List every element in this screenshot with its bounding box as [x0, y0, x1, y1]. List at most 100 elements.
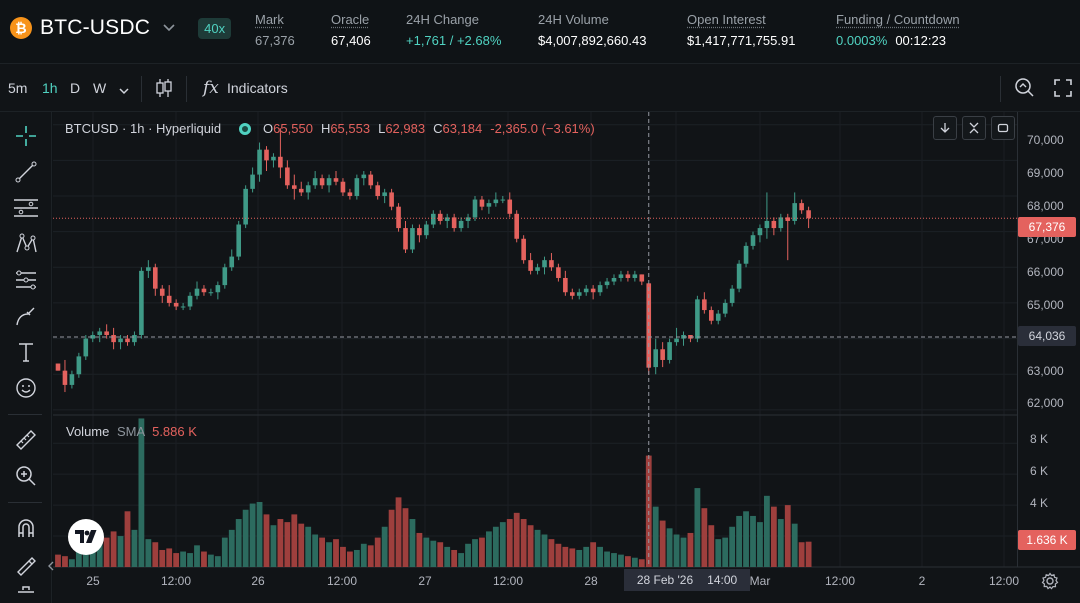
stat-label[interactable]: Open Interest [687, 12, 766, 27]
timeframe-1h[interactable]: 1h [42, 80, 58, 96]
stat-oracle: Oracle 67,406 [331, 12, 371, 48]
stat-funding: Funding / Countdown 0.0003% 00:12:23 [836, 12, 960, 48]
trend-line-tool-icon[interactable] [10, 156, 42, 188]
chart-toolbar: 5m 1h D W fx Indicators [0, 64, 1080, 112]
price-axis-border [1017, 112, 1018, 567]
scroll-down-icon[interactable] [933, 116, 957, 140]
chart-pane[interactable] [53, 112, 1080, 603]
candles-icon[interactable] [154, 77, 174, 104]
stat-value: 67,406 [331, 33, 371, 48]
horizontal-lines-tool-icon[interactable] [10, 192, 42, 224]
time-tick: 2 [918, 574, 926, 588]
volume-sma-value: 5.886 K [152, 424, 197, 439]
fib-tool-icon[interactable] [10, 264, 42, 296]
legend-l-label: L [378, 121, 386, 136]
brush-tool-icon[interactable] [10, 300, 42, 332]
market-header: ₿ BTC-USDC 40x Mark 67,376 Oracle 67,406… [0, 0, 1080, 64]
volume-tick: 6 K [1030, 464, 1049, 478]
magnet-icon[interactable] [10, 512, 42, 544]
funding-rate: 0.0003% [836, 33, 888, 48]
stat-mark: Mark 67,376 [255, 12, 295, 48]
chevron-down-icon[interactable] [162, 20, 176, 36]
legend-c-label: C [433, 121, 443, 136]
pair-selector[interactable]: ₿ BTC-USDC 40x [10, 16, 232, 40]
last-price-tag: 67,376 [1018, 217, 1076, 237]
market-status-dot [239, 123, 252, 135]
collapse-icon[interactable] [962, 116, 986, 140]
timeframe-5m[interactable]: 5m [8, 80, 28, 96]
volume-legend: Volume SMA 5.886 K [66, 424, 197, 439]
leverage-badge[interactable]: 40x [198, 17, 232, 39]
timeframe-w[interactable]: W [93, 80, 107, 96]
time-tick: 12:00 [326, 574, 358, 588]
timeframe-d[interactable]: D [70, 80, 81, 96]
time-tick: 28 [584, 574, 598, 588]
price-tick: 63,000 [1027, 364, 1064, 378]
fullscreen-icon[interactable] [1053, 78, 1073, 103]
time-tick: 26 [251, 574, 265, 588]
time-tick: 12:00 [160, 574, 192, 588]
screenshot-icon[interactable] [1013, 76, 1035, 103]
indicators-fx-icon[interactable]: fx [203, 78, 219, 98]
time-tick: Mar [749, 574, 771, 588]
text-tool-icon[interactable] [10, 336, 42, 368]
volume-label: Volume [66, 424, 110, 439]
stat-label: 24H Volume [538, 12, 609, 27]
timeframe-chevron-icon[interactable] [118, 83, 130, 101]
time-tick: 12:00 [824, 574, 856, 588]
time-tick: 25 [86, 574, 100, 588]
time-tick: 27 [418, 574, 432, 588]
legend-o-label: O [263, 121, 274, 136]
stat-label[interactable]: Funding / Countdown [836, 12, 960, 27]
crosshair-tool-icon[interactable] [10, 120, 42, 152]
emoji-tool-icon[interactable] [10, 372, 42, 404]
toolbar-divider [141, 76, 142, 102]
drawing-toolbar [0, 112, 52, 603]
tradingview-logo[interactable] [68, 519, 104, 555]
tool-divider [8, 414, 42, 415]
lock-drawings-icon[interactable] [10, 548, 42, 580]
stat-open-interest: Open Interest $1,417,771,755.91 [687, 12, 795, 48]
stat-value: $4,007,892,660.43 [538, 33, 647, 48]
legend-symbol: BTCUSD · 1h · Hyperliquid [65, 121, 222, 136]
scroll-left-icon[interactable] [47, 560, 55, 575]
crosshair-time: 14:00 [707, 573, 738, 587]
price-tick: 62,000 [1027, 396, 1064, 410]
price-tick: 68,000 [1027, 199, 1064, 213]
legend-change: -2,365.0 (−3.61%) [490, 121, 595, 136]
stat-value: 67,376 [255, 33, 295, 48]
chart-controls [933, 116, 1015, 140]
price-tick: 66,000 [1027, 265, 1064, 279]
legend-low: 62,983 [385, 121, 426, 136]
ruler-tool-icon[interactable] [10, 424, 42, 456]
pattern-tool-icon[interactable] [10, 228, 42, 260]
legend-close: 63,184 [442, 121, 483, 136]
stat-label[interactable]: Oracle [331, 12, 370, 27]
volume-price-tag: 1.636 K [1018, 530, 1076, 550]
stat-24h-volume: 24H Volume $4,007,892,660.43 [538, 12, 646, 48]
tool-divider [8, 502, 42, 503]
volume-sma-label: SMA [117, 424, 145, 439]
legend-open: 65,550 [273, 121, 313, 136]
crosshair-date: 28 Feb '26 [636, 573, 694, 587]
stat-24h-change: 24H Change +1,761 / +2.68% [406, 12, 501, 48]
indicators-button[interactable]: Indicators [227, 80, 288, 96]
time-tick: 12:00 [988, 574, 1020, 588]
stat-label[interactable]: Mark [255, 12, 284, 27]
chart-legend: BTCUSD · 1h · Hyperliquid O 65,550 H 65,55… [65, 121, 603, 136]
stat-value: 0.0003% 00:12:23 [836, 33, 960, 48]
pair-name: BTC-USDC [40, 16, 151, 39]
stat-value: $1,417,771,755.91 [687, 33, 796, 48]
maximize-pane-icon[interactable] [991, 116, 1015, 140]
crosshair-price-tag: 64,036 [1018, 326, 1076, 346]
crosshair-time-label: 28 Feb '26 14:00 [624, 569, 750, 591]
trash-icon[interactable] [10, 584, 42, 603]
time-tick: 12:00 [492, 574, 524, 588]
price-tick: 65,000 [1027, 298, 1064, 312]
price-tick: 69,000 [1027, 166, 1064, 180]
volume-tick: 4 K [1030, 496, 1049, 510]
bitcoin-icon: ₿ [10, 17, 32, 39]
chart-settings-icon[interactable] [1041, 572, 1059, 595]
legend-h-label: H [320, 121, 331, 136]
zoom-in-icon[interactable] [10, 460, 42, 492]
